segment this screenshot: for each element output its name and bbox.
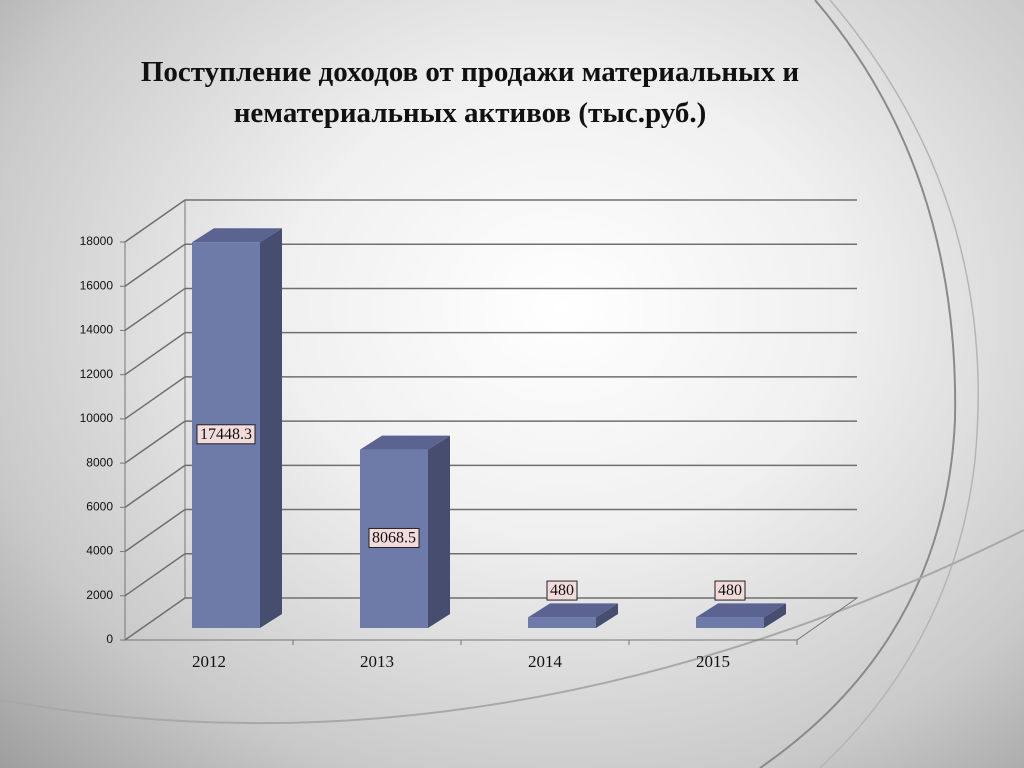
chart-title: Поступление доходов от продажи материаль… — [140, 56, 800, 129]
grid-line — [124, 243, 857, 287]
grid-line — [124, 508, 857, 553]
data-label-box — [196, 424, 256, 445]
decor-arc — [0, 529, 1024, 725]
bar-side — [596, 603, 618, 628]
y-tick-label: 10000 — [80, 411, 114, 425]
bar — [528, 617, 596, 628]
x-tick-label: 2012 — [192, 652, 226, 671]
data-label: 8068.5 — [372, 529, 416, 546]
decor-arc — [819, 0, 979, 768]
y-tick-label: 4000 — [86, 544, 113, 558]
bar-side — [764, 603, 786, 628]
y-tick-label: 0 — [106, 632, 113, 646]
x-tick-label: 2013 — [360, 652, 394, 671]
grid-line — [124, 287, 857, 332]
data-label: 480 — [550, 582, 574, 599]
y-tick-label: 12000 — [80, 367, 114, 381]
grid-line — [124, 464, 857, 508]
data-label-box — [546, 580, 578, 601]
bar-side — [428, 435, 450, 628]
bar-top — [192, 228, 282, 243]
y-tick-label: 8000 — [86, 455, 113, 469]
x-tick-label: 2015 — [696, 652, 730, 671]
grid-line — [124, 331, 857, 376]
bar-side — [260, 228, 282, 628]
data-label-box — [714, 580, 746, 601]
y-tick-label: 2000 — [86, 588, 113, 602]
grid-line — [124, 376, 857, 420]
y-tick-label: 6000 — [86, 500, 113, 514]
y-tick-label: 14000 — [80, 323, 114, 337]
data-label: 480 — [718, 582, 742, 599]
data-label-box — [368, 527, 420, 548]
y-tick-label: 18000 — [80, 234, 114, 248]
grid-line — [124, 199, 857, 243]
grid-line — [124, 420, 857, 464]
bar-top — [360, 435, 450, 450]
grid-line — [124, 597, 857, 641]
x-tick-label: 2014 — [528, 652, 563, 671]
bar-top — [528, 603, 618, 618]
grid-line — [124, 553, 857, 597]
decor-arc — [759, 0, 957, 768]
data-label: 17448.3 — [200, 426, 252, 443]
plot: 0 2000 4000 6000 8000 10000 12000 14000 16000 180… — [80, 199, 859, 671]
y-tick-label: 16000 — [80, 278, 114, 292]
bar-top — [696, 603, 786, 618]
bar — [696, 617, 764, 628]
